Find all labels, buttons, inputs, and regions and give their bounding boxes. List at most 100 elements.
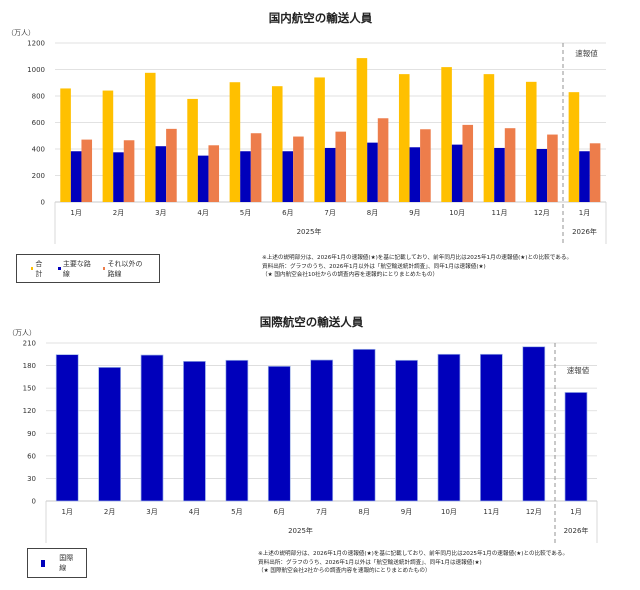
bar-合計-7 <box>356 58 368 203</box>
bar-合計-10 <box>483 74 495 202</box>
x-tick-label: 11月 <box>483 508 499 516</box>
x-tick-label: 1月 <box>570 508 581 516</box>
bar-それ以外の路線-0 <box>81 139 93 202</box>
bar-それ以外の路線-9 <box>462 124 474 202</box>
bar-国際線-7 <box>352 348 376 502</box>
note-line: （★ 国際航空会社2社からの調査内容を速報的にとりまとめたもの） <box>258 568 431 574</box>
bar-それ以外の路線-8 <box>420 129 431 202</box>
bar-主要な路線-8 <box>409 147 421 202</box>
bar-主要な路線-9 <box>451 144 463 202</box>
x-tick-label: 2月 <box>113 209 124 217</box>
chart-title: 国際航空の輸送人員 <box>260 315 364 329</box>
x-tick-label: 5月 <box>240 209 251 217</box>
y-tick-label: 800 <box>32 93 45 101</box>
bar-合計-11 <box>525 81 537 202</box>
year-group-label: 2026年 <box>572 227 597 236</box>
bar-それ以外の路線-1 <box>123 140 135 202</box>
bar-国際線-10 <box>480 353 503 502</box>
bar-国際線-3 <box>183 361 206 502</box>
x-tick-label: 8月 <box>367 209 378 217</box>
legend-label: それ以外の路線 <box>107 259 143 278</box>
bar-それ以外の路線-11 <box>547 134 558 202</box>
bar-国際線-8 <box>395 359 418 502</box>
bar-主要な路線-3 <box>197 155 209 202</box>
y-axis-label: （万人） <box>7 29 35 37</box>
bar-国際線-12 <box>564 392 588 502</box>
x-tick-label: 10月 <box>449 209 465 217</box>
bar-主要な路線-11 <box>536 149 548 202</box>
bar-それ以外の路線-12 <box>589 143 601 202</box>
bar-合計-4 <box>229 82 241 202</box>
legend-swatch <box>31 267 34 270</box>
y-tick-label: 90 <box>27 430 36 438</box>
legend-swatch <box>103 267 106 270</box>
year-group-label: 2025年 <box>288 526 313 535</box>
preliminary-annotation: 速報値 <box>567 365 590 375</box>
bar-それ以外の路線-4 <box>250 133 262 202</box>
year-group-label: 2025年 <box>297 227 322 236</box>
y-tick-label: 400 <box>32 146 45 154</box>
legend-label: 主要な路線 <box>62 259 91 278</box>
bar-主要な路線-12 <box>579 151 590 202</box>
y-tick-label: 1000 <box>27 66 45 74</box>
x-tick-label: 3月 <box>155 209 166 217</box>
bar-主要な路線-4 <box>240 151 251 202</box>
bar-それ以外の路線-7 <box>377 118 389 202</box>
x-tick-label: 4月 <box>197 209 208 217</box>
bar-国際線-11 <box>522 346 546 502</box>
bar-それ以外の路線-6 <box>335 131 347 202</box>
note-line: ※上述の説明部分は、2026年1月の速報値(★)を基に記載しており、前年同月比は… <box>258 551 569 557</box>
legend-label: 合計 <box>35 259 43 278</box>
notes-domestic: ※上述の説明部分は、2026年1月の速報値(★)を基に記載しており、前年同月比は… <box>262 254 572 280</box>
x-tick-label: 3月 <box>146 508 157 516</box>
bar-合計-6 <box>314 77 325 202</box>
y-tick-label: 30 <box>27 475 36 483</box>
y-tick-label: 60 <box>27 452 36 460</box>
x-tick-label: 1月 <box>579 209 590 217</box>
bar-合計-1 <box>102 90 114 202</box>
x-tick-label: 6月 <box>274 508 285 516</box>
y-tick-label: 200 <box>32 172 45 180</box>
note-line: （★ 国内航空会社10社からの調査内容を速報的にとりまとめたもの） <box>262 272 439 278</box>
bar-主要な路線-0 <box>70 151 82 202</box>
y-tick-label: 600 <box>32 119 45 127</box>
legend-item-international: 国際線 <box>41 553 74 573</box>
bar-合計-5 <box>271 86 283 202</box>
bar-国際線-0 <box>55 354 79 502</box>
bar-国際線-5 <box>267 365 291 502</box>
x-tick-label: 4月 <box>189 508 200 516</box>
x-tick-label: 9月 <box>409 209 420 217</box>
bar-主要な路線-6 <box>324 147 336 202</box>
bar-国際線-1 <box>98 367 121 502</box>
y-tick-label: 210 <box>23 340 36 348</box>
bar-合計-8 <box>398 74 410 202</box>
year-group-label: 2026年 <box>564 526 589 535</box>
note-line: ※上述の説明部分は、2026年1月の速報値(★)を基に記載しており、前年同月比は… <box>262 255 573 261</box>
x-tick-label: 10月 <box>441 508 457 516</box>
preliminary-annotation: 速報値 <box>575 48 598 58</box>
note-line: 資料出所：グラフのうち、2026年1月以外は「航空輸送統計調査」、同年1月は速報… <box>262 263 486 270</box>
x-tick-label: 2月 <box>104 508 115 516</box>
x-tick-label: 8月 <box>358 508 369 516</box>
x-tick-label: 1月 <box>70 209 81 217</box>
bar-合計-9 <box>441 67 452 203</box>
legend-item-total: 合計 <box>31 259 46 279</box>
bar-国際線-4 <box>225 359 249 502</box>
bar-主要な路線-2 <box>155 146 167 202</box>
bar-合計-12 <box>568 92 580 202</box>
bar-国際線-2 <box>140 354 164 502</box>
bar-合計-0 <box>60 88 71 202</box>
x-tick-label: 1月 <box>61 508 72 516</box>
x-tick-label: 7月 <box>324 209 335 217</box>
x-tick-label: 11月 <box>492 209 508 217</box>
note-line: 資料出所：グラフのうち、2026年1月以外は「航空輸送統計調査」、同年1月は速報… <box>258 559 482 566</box>
bar-それ以外の路線-10 <box>504 128 516 202</box>
x-tick-label: 12月 <box>534 209 550 217</box>
legend-swatch <box>58 267 61 270</box>
bar-主要な路線-10 <box>494 147 505 202</box>
bar-それ以外の路線-3 <box>208 145 220 202</box>
x-tick-label: 7月 <box>316 508 327 516</box>
bar-それ以外の路線-5 <box>293 136 304 202</box>
bar-主要な路線-7 <box>367 142 378 202</box>
